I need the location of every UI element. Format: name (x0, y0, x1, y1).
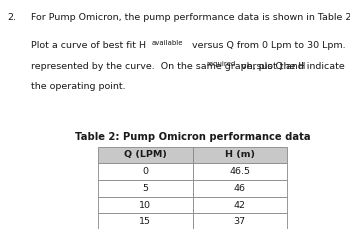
Text: Table 2: Pump Omicron performance data: Table 2: Pump Omicron performance data (75, 132, 310, 142)
Bar (193, 163, 287, 180)
Text: For Pump Omicron, the pump performance data is shown in Table 2 below.: For Pump Omicron, the pump performance d… (31, 13, 350, 22)
Text: 10: 10 (139, 201, 151, 210)
Text: H (m): H (m) (225, 150, 255, 159)
Bar (98, 213, 192, 229)
Text: required: required (206, 61, 236, 67)
Text: 15: 15 (139, 217, 151, 226)
Text: versus Q from 0 Lpm to 30 Lpm.  State the equation: versus Q from 0 Lpm to 30 Lpm. State the… (189, 41, 350, 50)
Text: Plot a curve of best fit H: Plot a curve of best fit H (31, 41, 146, 50)
Text: 46: 46 (234, 184, 246, 193)
Bar (98, 147, 192, 163)
Text: the operating point.: the operating point. (31, 82, 125, 91)
Text: Q (LPM): Q (LPM) (124, 150, 167, 159)
Text: versus Q and indicate: versus Q and indicate (238, 62, 344, 71)
Text: 46.5: 46.5 (229, 167, 250, 176)
Text: 42: 42 (234, 201, 246, 210)
Bar (98, 163, 192, 180)
Text: 37: 37 (234, 217, 246, 226)
Bar (98, 180, 192, 197)
Text: 2.: 2. (8, 13, 17, 22)
Text: represented by the curve.  On the same graph, plot the H: represented by the curve. On the same gr… (31, 62, 305, 71)
Bar (193, 147, 287, 163)
Text: 0: 0 (142, 167, 148, 176)
Bar (193, 180, 287, 197)
Text: 5: 5 (142, 184, 148, 193)
Bar (193, 213, 287, 229)
Bar (193, 197, 287, 213)
Bar (98, 197, 192, 213)
Text: available: available (152, 40, 183, 46)
